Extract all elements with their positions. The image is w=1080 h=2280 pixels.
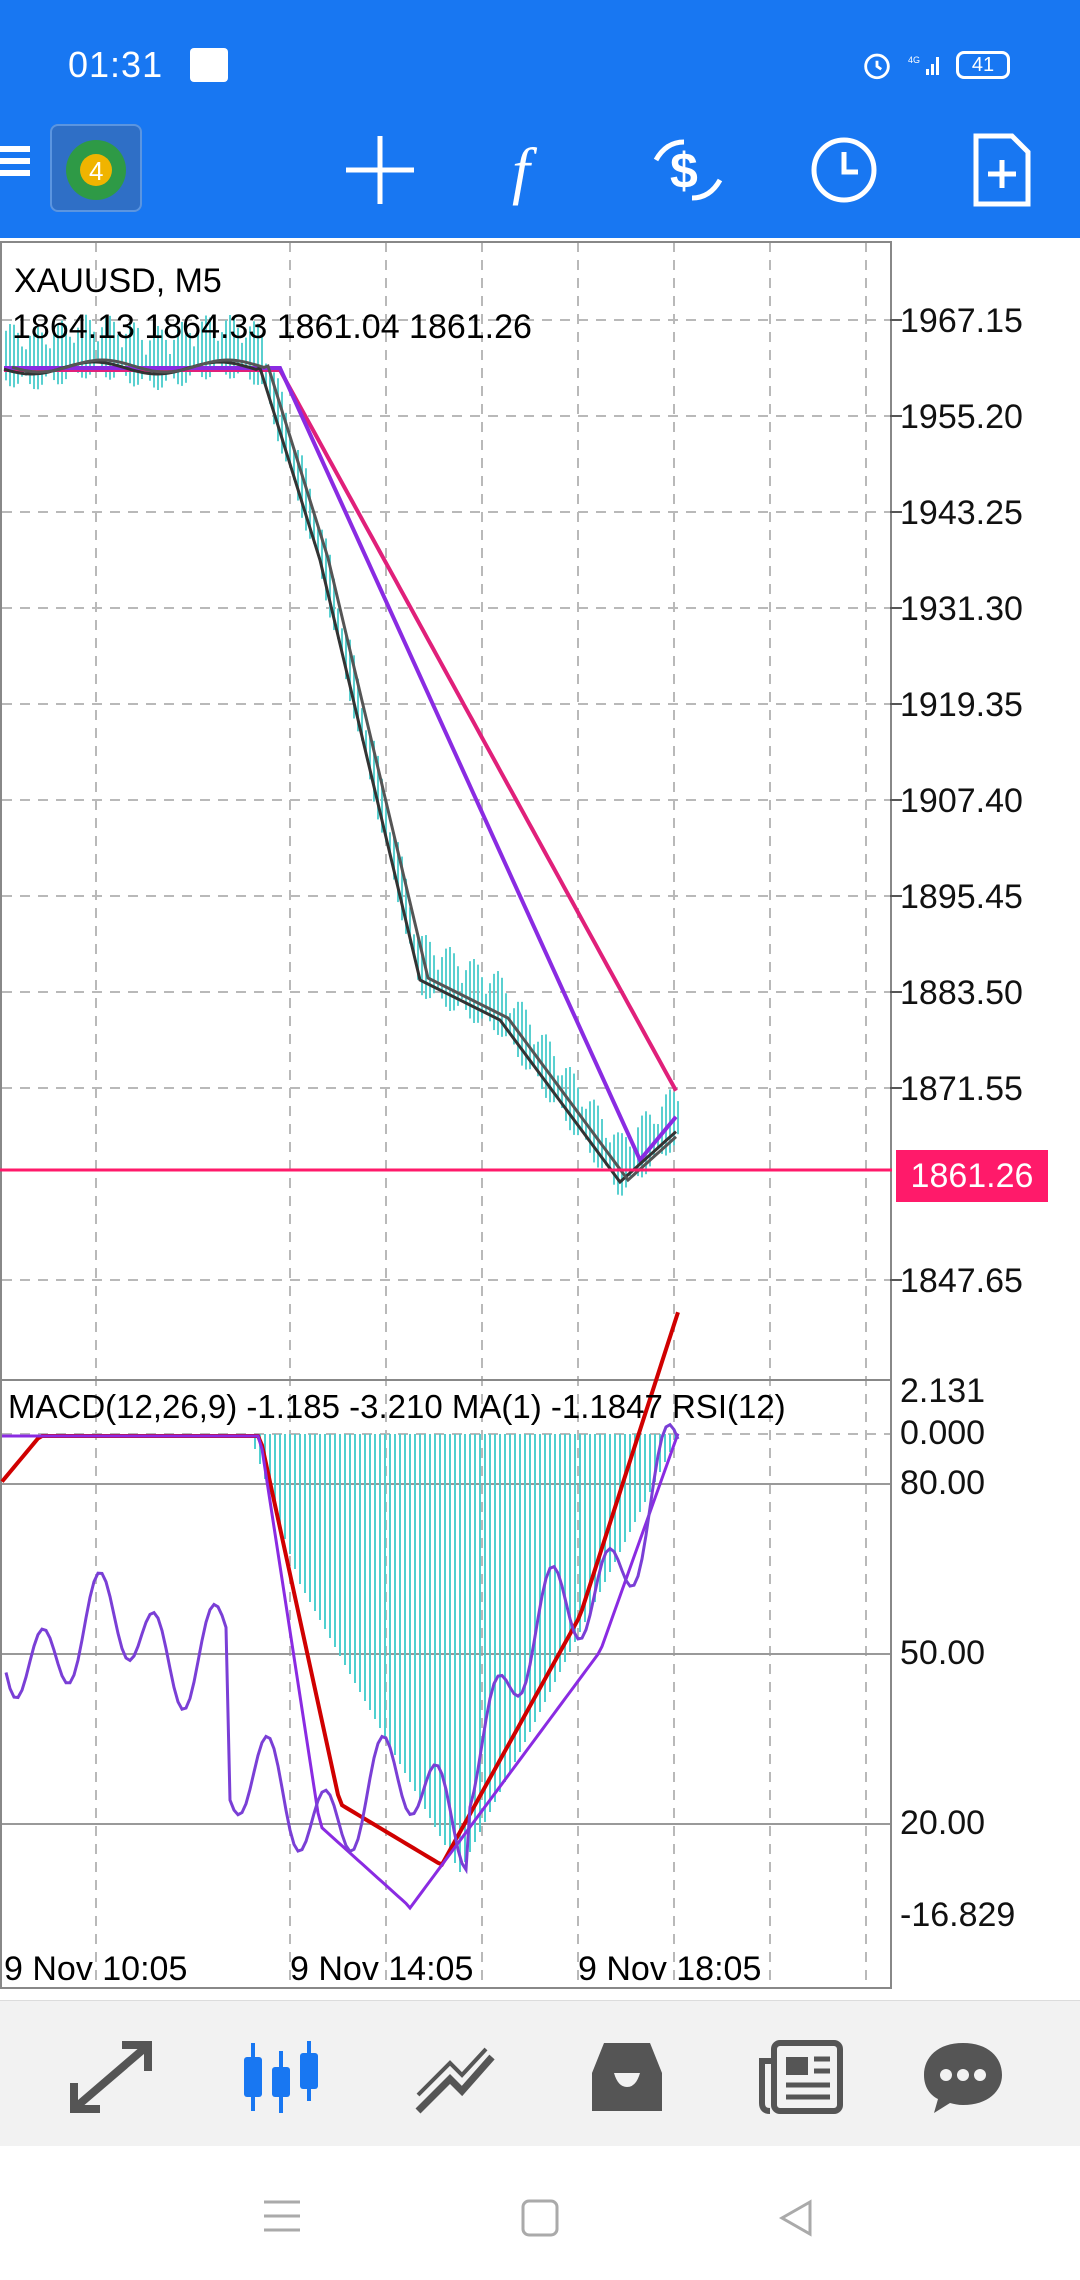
price-label: 1919.35	[900, 686, 1023, 724]
price-label: 1955.20	[900, 398, 1023, 436]
price-label: 1931.30	[900, 590, 1023, 628]
ma-fast-line-2	[11, 358, 678, 1183]
chart-tab-icon[interactable]	[236, 2037, 326, 2117]
price-label: 1895.45	[900, 878, 1023, 916]
new-order-icon[interactable]	[962, 130, 1042, 210]
history-tab-icon[interactable]	[582, 2037, 672, 2117]
price-label: 1871.55	[900, 1070, 1023, 1108]
chart-area[interactable]: 1967.15 1955.20 1943.25 1931.30 1919.35 1907.…	[0, 240, 1080, 2000]
indicator-pane-border	[0, 1379, 892, 1989]
indicator-label: 20.00	[900, 1804, 985, 1842]
symbol-label: XAUUSD, M5	[14, 262, 222, 300]
svg-text:f: f	[512, 135, 538, 206]
home-button[interactable]	[520, 2198, 560, 2238]
main-pane-border	[0, 241, 892, 1381]
svg-text:4G: 4G	[908, 55, 920, 65]
current-price-tag: 1861.26	[896, 1150, 1048, 1202]
period-icon[interactable]	[804, 130, 884, 210]
price-axis: 1967.15 1955.20 1943.25 1931.30 1919.35 1907.…	[890, 302, 1023, 1300]
quotes-tab-icon[interactable]	[66, 2037, 156, 2117]
indicator-header: MACD(12,26,9) -1.185 -3.210 MA(1) -1.184…	[8, 1388, 786, 1425]
top-bar: 01:31 4G 41 4 f $	[0, 0, 1080, 238]
system-nav-bar	[0, 2146, 1080, 2280]
recents-button[interactable]	[262, 2198, 302, 2234]
menu-button[interactable]	[0, 140, 32, 198]
rsi-line	[4, 1422, 680, 1875]
indicator-label: -16.829	[900, 1896, 1015, 1934]
macd-main-line	[2, 1433, 680, 1911]
signal-icon: 4G	[908, 55, 939, 75]
bottom-tab-bar	[0, 2000, 1080, 2146]
ma-slow-line	[4, 368, 678, 1092]
indicator-label: 80.00	[900, 1464, 985, 1502]
price-label: 1847.65	[900, 1262, 1023, 1300]
ohlc-values: 1864.13 1864.33 1861.04 1861.26	[12, 308, 532, 346]
back-button[interactable]	[776, 2198, 816, 2238]
messages-tab-icon[interactable]	[918, 2037, 1008, 2117]
status-time: 01:31	[68, 44, 164, 85]
time-label: 9 Nov 14:05	[290, 1950, 474, 1988]
price-chart[interactable]: 1967.15 1955.20 1943.25 1931.30 1919.35 1907.…	[0, 240, 1080, 2000]
alarm-icon	[864, 53, 890, 80]
svg-text:4: 4	[89, 156, 103, 186]
indicator-axis: 2.131 0.000 80.00 50.00 20.00 -16.829	[900, 1372, 1015, 1934]
indicator-label: 2.131	[900, 1372, 985, 1410]
news-tab-icon[interactable]	[756, 2037, 846, 2117]
price-label: 1943.25	[900, 494, 1023, 532]
time-label: 9 Nov 10:05	[4, 1950, 188, 1988]
trade-icon[interactable]: $	[648, 130, 728, 210]
indicator-label: 0.000	[900, 1414, 985, 1452]
time-label: 9 Nov 18:05	[578, 1950, 762, 1988]
ma-fast-line	[3, 360, 678, 1185]
trade-tab-icon[interactable]	[410, 2037, 500, 2117]
mt4-logo-icon[interactable]: 4	[50, 124, 142, 212]
svg-text:$: $	[670, 143, 698, 199]
price-label: 1967.15	[900, 302, 1023, 340]
battery-indicator: 41	[956, 51, 1010, 79]
price-label: 1883.50	[900, 974, 1023, 1012]
indicators-icon[interactable]: f	[494, 130, 574, 210]
ma-mid-line	[4, 366, 678, 1164]
status-icons: 4G 41	[860, 48, 1010, 82]
price-label: 1907.40	[900, 782, 1023, 820]
notification-app-icon	[190, 48, 228, 82]
crosshair-icon[interactable]	[340, 130, 420, 210]
indicator-label: 50.00	[900, 1634, 985, 1672]
